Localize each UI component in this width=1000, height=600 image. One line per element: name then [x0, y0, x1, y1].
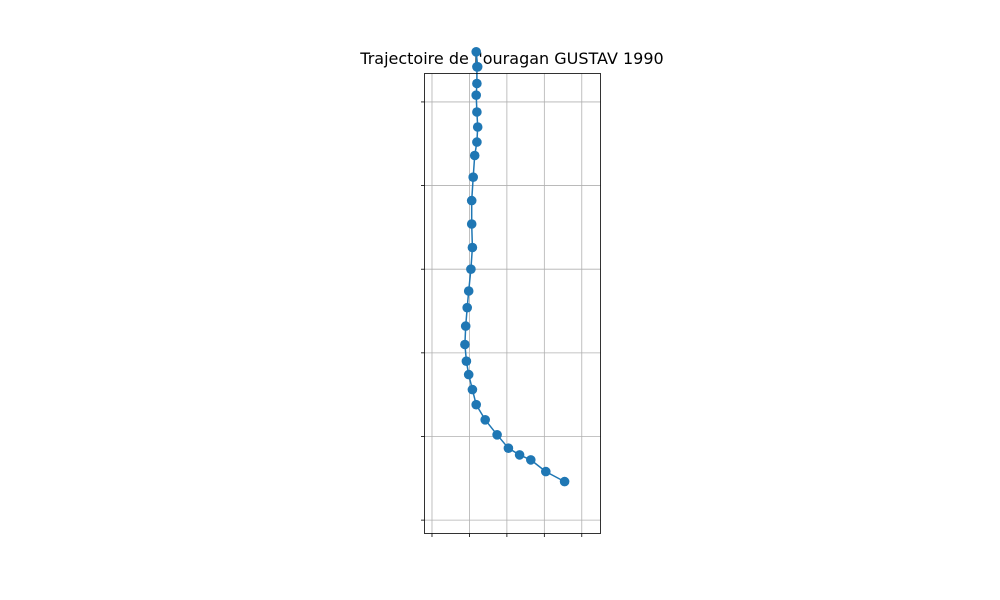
trajectory-point	[471, 399, 482, 410]
trajectory-line	[464, 51, 565, 483]
trajectory-point	[467, 242, 478, 253]
trajectory-point	[541, 466, 551, 477]
trajectory-point	[462, 302, 473, 313]
plot-frame	[424, 73, 601, 534]
trajectory-point	[466, 219, 477, 229]
trajectory-point	[480, 415, 491, 425]
trajectory-point	[471, 47, 482, 57]
trajectory-point	[460, 339, 470, 350]
trajectory-point	[468, 172, 479, 182]
trajectory-point	[503, 443, 514, 454]
trajectory-point	[463, 369, 474, 380]
trajectory-point	[466, 264, 476, 275]
trajectory-point	[472, 137, 482, 147]
trajectory-point	[559, 476, 570, 487]
grid-layer	[424, 73, 601, 534]
trajectory-point	[461, 356, 472, 367]
trajectory-point	[514, 450, 525, 460]
tick-layer	[421, 101, 583, 537]
trajectory-point	[460, 321, 471, 331]
chart-title: Trajectoire de l'ouragan GUSTAV 1990	[359, 49, 663, 68]
trajectory-point	[472, 107, 482, 117]
trajectory-point	[467, 384, 478, 395]
trajectory-point	[471, 90, 482, 100]
trajectory-point	[469, 150, 480, 161]
trajectory-point	[492, 430, 502, 440]
trajectory-point	[526, 455, 536, 465]
trajectory-point	[466, 195, 477, 206]
trajectory-points	[460, 47, 570, 487]
trajectory-point	[472, 122, 483, 132]
trajectory-point	[463, 286, 474, 296]
trajectory-point	[472, 78, 482, 89]
trajectory-point	[472, 62, 483, 72]
